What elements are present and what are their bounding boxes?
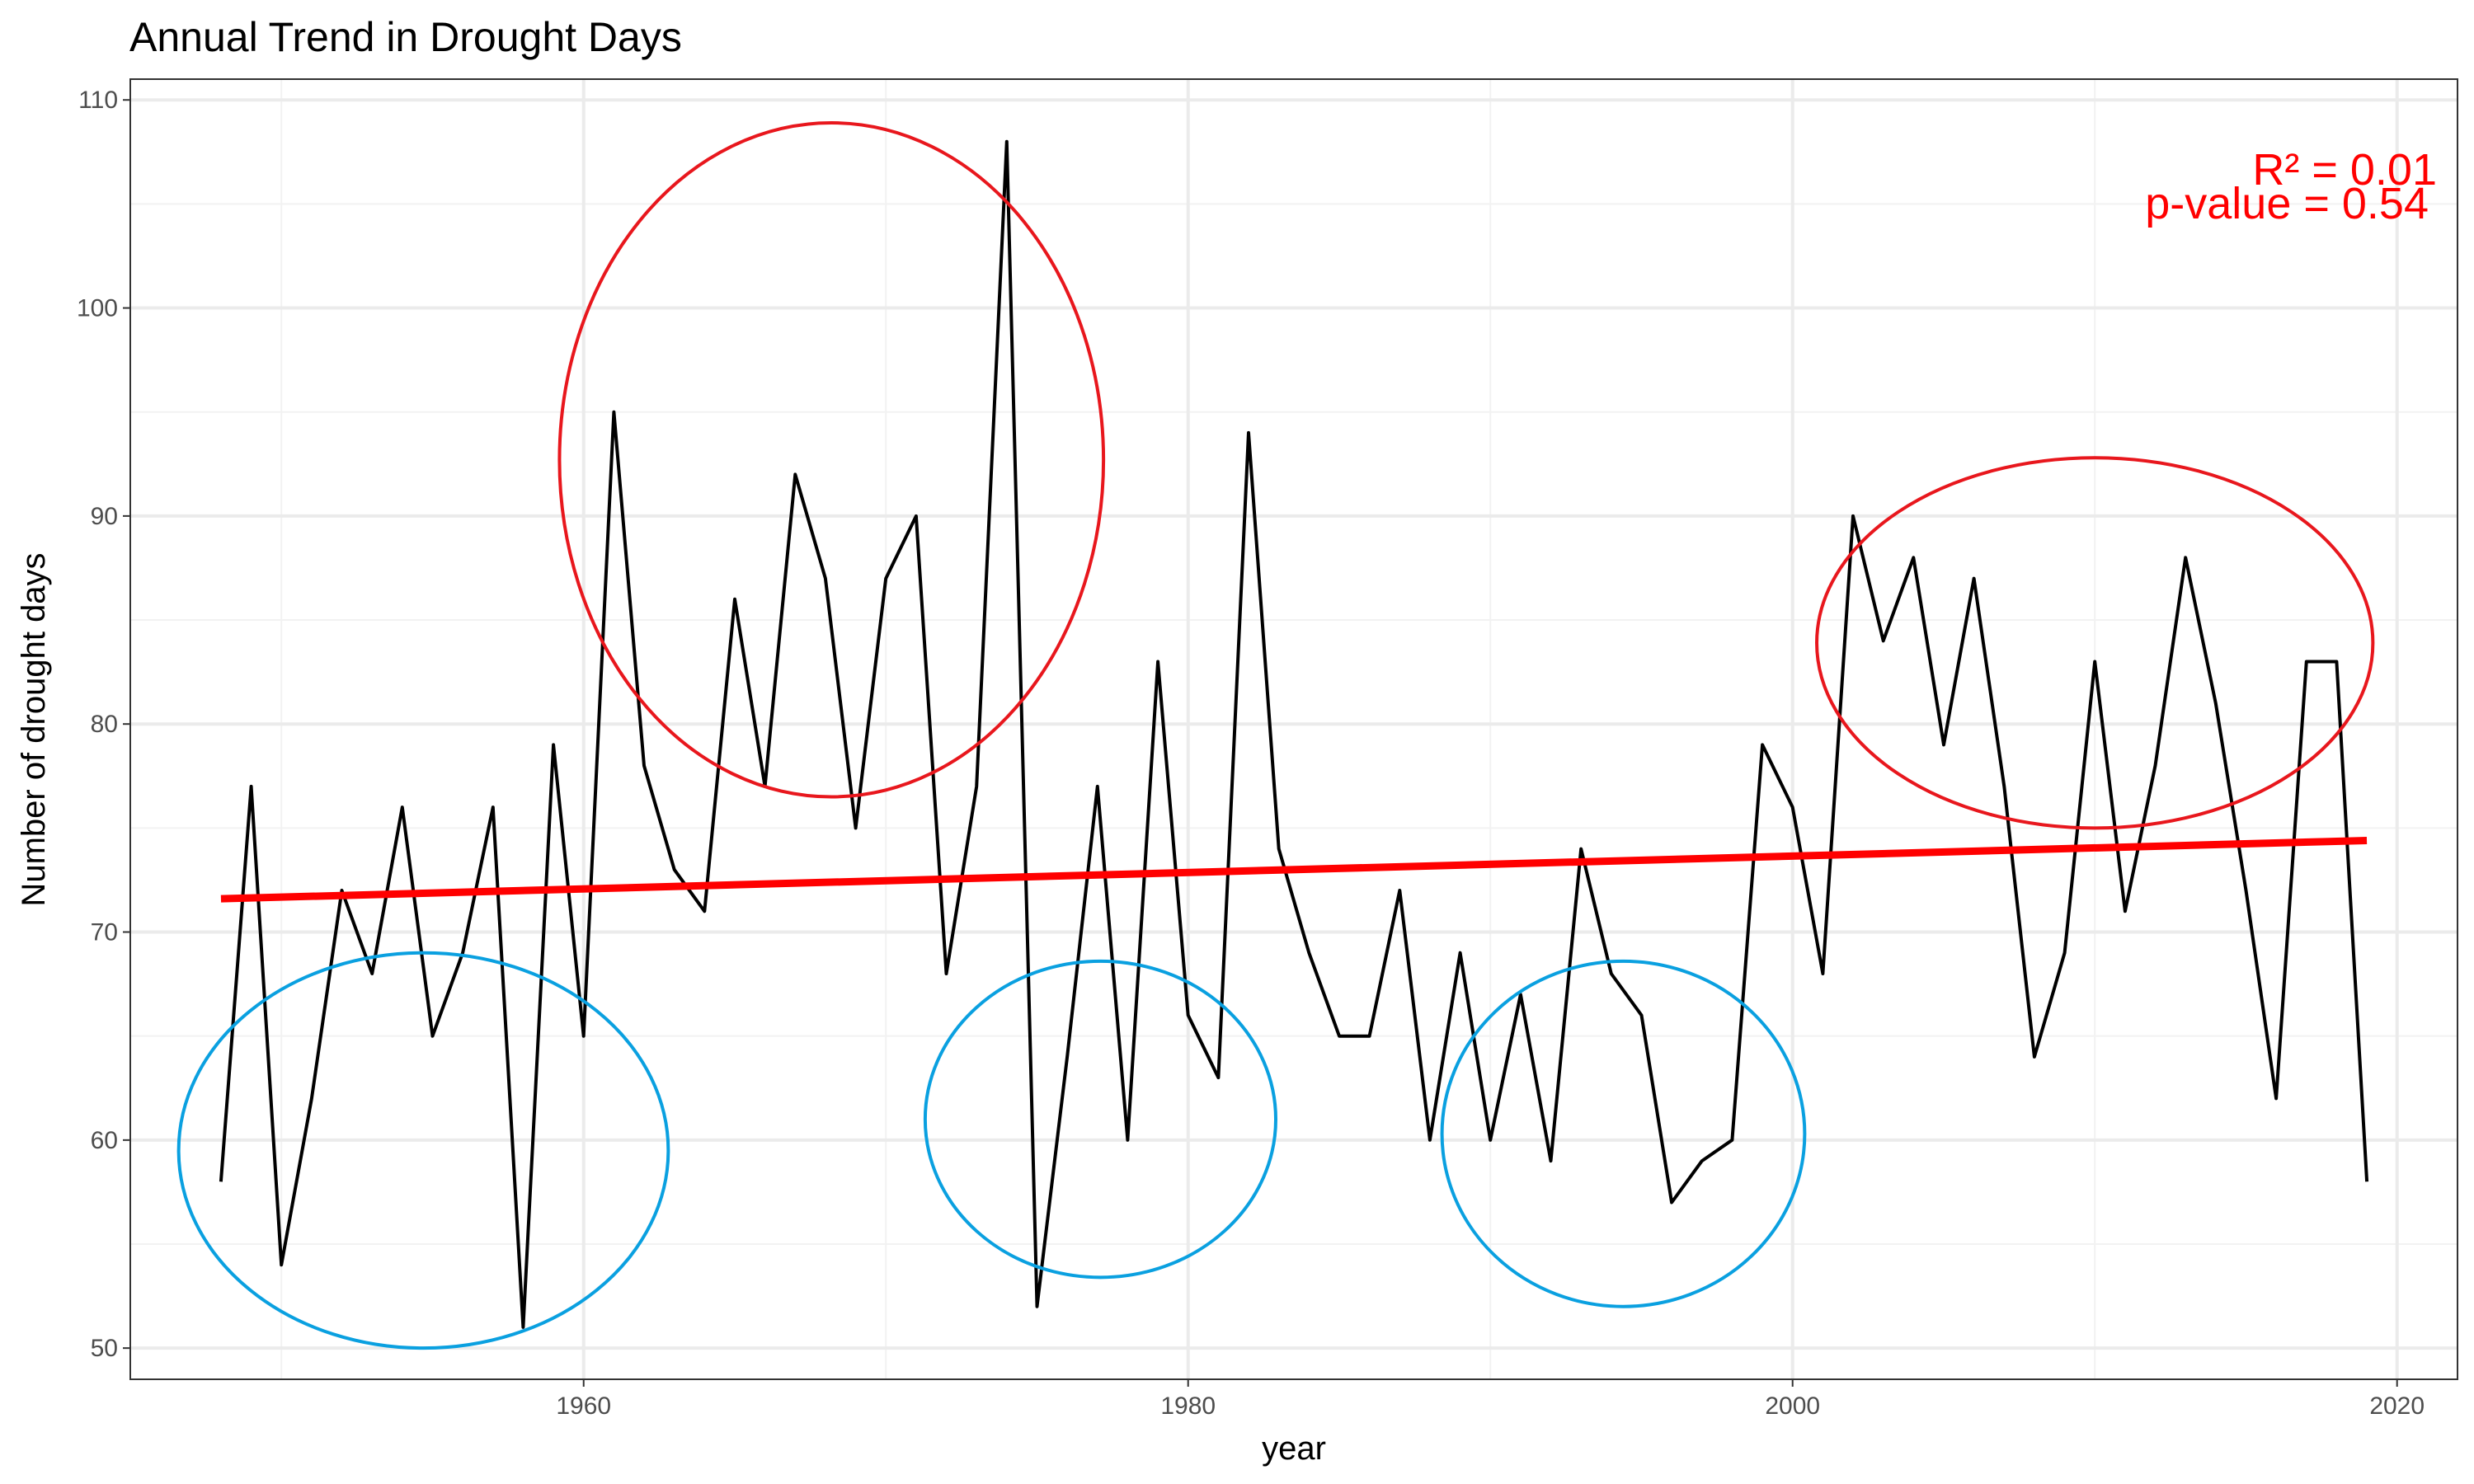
x-tick-label: 2020 — [2369, 1392, 2425, 1420]
y-axis-ticks: 50 60 70 80 90 100 110 — [77, 87, 130, 1362]
chart-title: Annual Trend in Drought Days — [129, 14, 682, 60]
x-tick-label: 2000 — [1765, 1392, 1820, 1420]
y-tick-label: 70 — [91, 919, 118, 946]
y-tick-label: 90 — [91, 503, 118, 530]
panel-border — [129, 78, 2458, 1380]
y-tick-label: 100 — [77, 295, 118, 322]
high-drought-circle — [557, 120, 1106, 799]
y-tick-label: 50 — [91, 1335, 118, 1362]
low-drought-circle — [176, 951, 670, 1350]
p-value-annotation: p-value = 0.54 — [2145, 179, 2429, 228]
y-tick-label: 110 — [78, 87, 118, 114]
y-tick-label: 80 — [91, 711, 118, 738]
x-tick-label: 1980 — [1160, 1392, 1216, 1420]
highlight-layer — [176, 120, 2375, 1350]
low-drought-circle — [923, 959, 1278, 1280]
y-tick-label: 60 — [91, 1127, 118, 1154]
y-axis-title: Number of drought days — [16, 552, 52, 906]
drought-days-line — [219, 139, 2369, 1329]
trend-layer — [220, 836, 2368, 903]
trend-line — [220, 836, 2368, 903]
x-axis-title: year — [1262, 1430, 1326, 1467]
low-drought-circle — [1440, 959, 1807, 1308]
grid-major — [130, 79, 2458, 1379]
x-tick-label: 1960 — [556, 1392, 611, 1420]
r-squared-annotation: R² = 0.01 — [2252, 145, 2437, 195]
series-layer — [219, 139, 2369, 1329]
high-drought-circle — [1815, 456, 2375, 830]
x-axis-ticks: 1960 1980 2000 2020 — [556, 1379, 2425, 1420]
grid-minor — [130, 79, 2458, 1379]
